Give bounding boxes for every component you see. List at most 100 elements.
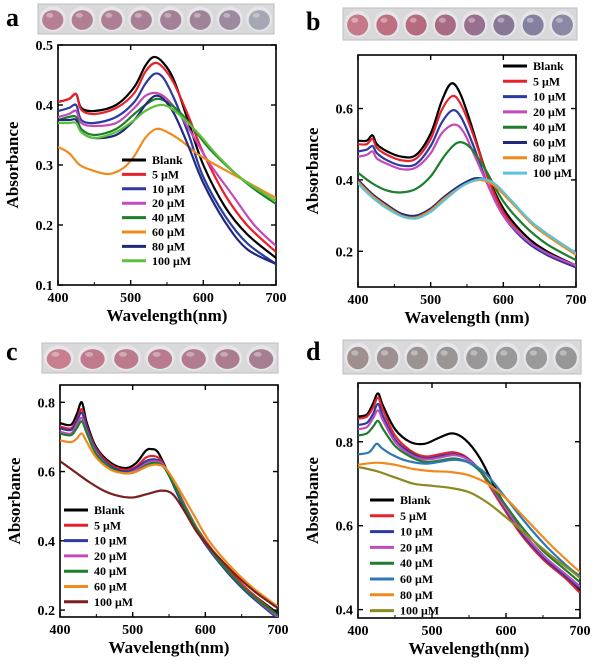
x-tick-label: 400 bbox=[348, 293, 369, 308]
series-line-5 bbox=[358, 141, 576, 262]
y-axis-title: Absorbance bbox=[3, 121, 22, 208]
legend-label: 80 μM bbox=[400, 588, 433, 602]
legend-label: 80 μM bbox=[152, 239, 185, 253]
panel-letter: a bbox=[6, 3, 19, 32]
legend-label: 40 μM bbox=[94, 564, 127, 578]
well-solution bbox=[46, 349, 71, 369]
legend-label: 100 μM bbox=[94, 595, 133, 609]
y-tick-label: 0.2 bbox=[336, 245, 354, 260]
x-tick-label: 600 bbox=[493, 293, 514, 308]
series-line-3 bbox=[358, 402, 580, 590]
panel-b: b 400 500 600 700 0.2 0.4 0.6 Wavelength (nm) Abs… bbox=[303, 7, 587, 327]
x-tick-label: 600 bbox=[195, 623, 216, 638]
well-solution bbox=[71, 10, 93, 30]
panel-a: a 400 500 600 700 0.1 0.2 0.3 0.4 0.5 Wavelength(n… bbox=[3, 3, 287, 325]
y-tick-label: 0.4 bbox=[336, 174, 354, 189]
panel-c: c 400 500 600 700 0.2 0.4 0.6 0.8 Wavelength(nm) A… bbox=[5, 337, 289, 657]
series-line-6 bbox=[358, 442, 580, 577]
legend-label: 5 μM bbox=[152, 167, 179, 181]
legend-label: 40 μM bbox=[152, 211, 185, 225]
well-solution bbox=[555, 346, 577, 370]
well-solution bbox=[114, 349, 139, 369]
well-solution bbox=[347, 346, 369, 370]
well-solution bbox=[376, 14, 398, 36]
panel-letter: d bbox=[306, 337, 321, 366]
well-strip-photo bbox=[342, 339, 582, 375]
well-solution bbox=[551, 14, 573, 36]
legend-label: 100 μM bbox=[400, 604, 439, 618]
y-tick-label: 0.8 bbox=[336, 436, 354, 451]
x-axis-title: Wavelength(nm) bbox=[409, 639, 530, 658]
well-solution bbox=[525, 346, 548, 370]
well-solution bbox=[130, 10, 152, 30]
legend-label: 20 μM bbox=[400, 540, 433, 554]
well-solution bbox=[495, 346, 518, 370]
legend-label: 20 μM bbox=[94, 549, 127, 563]
legend-label: 10 μM bbox=[400, 525, 433, 539]
x-tick-label: 400 bbox=[348, 624, 369, 639]
legend-label: 60 μM bbox=[94, 580, 127, 594]
x-tick-label: 700 bbox=[266, 291, 287, 306]
y-tick-label: 0.6 bbox=[38, 466, 56, 481]
legend-label: 80 μM bbox=[533, 151, 566, 165]
well-strip-photo bbox=[41, 342, 279, 374]
series-line-6 bbox=[60, 432, 278, 608]
x-tick-label: 700 bbox=[570, 624, 591, 639]
y-tick-label: 0.6 bbox=[336, 103, 354, 118]
well-solution bbox=[406, 346, 429, 370]
well-solution bbox=[160, 10, 182, 30]
x-tick-label: 700 bbox=[566, 293, 587, 308]
y-tick-label: 0.3 bbox=[36, 159, 54, 174]
series-line-8 bbox=[358, 178, 576, 255]
well-solution bbox=[434, 14, 456, 36]
y-axis-title: Absorbance bbox=[303, 127, 322, 214]
y-tick-label: 0.8 bbox=[38, 396, 56, 411]
series-line-4 bbox=[58, 91, 276, 247]
legend-label: 60 μM bbox=[533, 136, 566, 150]
legend-label: 10 μM bbox=[533, 90, 566, 104]
y-tick-label: 0.4 bbox=[336, 604, 354, 619]
y-tick-label: 0.2 bbox=[38, 604, 56, 619]
legend-label: 20 μM bbox=[533, 105, 566, 119]
x-axis-title: Wavelength(nm) bbox=[107, 306, 228, 325]
legend-label: 5 μM bbox=[533, 74, 560, 88]
well-solution bbox=[189, 10, 211, 30]
well-solution bbox=[147, 349, 173, 369]
legend-label: Blank bbox=[94, 503, 125, 517]
well-solution bbox=[80, 349, 105, 369]
panel-letter: b bbox=[306, 7, 320, 36]
well-solution bbox=[436, 346, 458, 370]
series-line-8 bbox=[358, 465, 580, 579]
x-tick-label: 700 bbox=[268, 623, 289, 638]
series-line-2 bbox=[58, 61, 276, 253]
well-solution bbox=[181, 349, 206, 369]
well-solution bbox=[215, 349, 240, 369]
x-tick-label: 400 bbox=[48, 291, 69, 306]
well-solution bbox=[248, 10, 270, 30]
legend-label: Blank bbox=[400, 493, 431, 507]
well-solution bbox=[493, 14, 515, 36]
series-line-6 bbox=[58, 127, 276, 199]
legend-label: 100 μM bbox=[152, 254, 191, 268]
legend-label: Blank bbox=[152, 153, 183, 167]
y-tick-label: 0.2 bbox=[36, 219, 54, 234]
series-line-7 bbox=[358, 461, 580, 573]
legend-label: 20 μM bbox=[152, 196, 185, 210]
x-tick-label: 400 bbox=[50, 623, 71, 638]
y-tick-label: 0.4 bbox=[36, 99, 54, 114]
y-axis-title: Absorbance bbox=[5, 457, 24, 544]
y-tick-label: 0.5 bbox=[36, 39, 54, 54]
y-tick-label: 0.6 bbox=[336, 520, 354, 535]
legend-label: 10 μM bbox=[94, 534, 127, 548]
panel-letter: c bbox=[6, 337, 18, 366]
legend-label: 5 μM bbox=[94, 518, 121, 532]
series-line-7 bbox=[60, 460, 278, 610]
legend-label: 60 μM bbox=[152, 225, 185, 239]
legend-label: 5 μM bbox=[400, 509, 427, 523]
well-solution bbox=[464, 14, 486, 36]
well-solution bbox=[522, 14, 544, 36]
well-strip-photo bbox=[37, 3, 275, 35]
